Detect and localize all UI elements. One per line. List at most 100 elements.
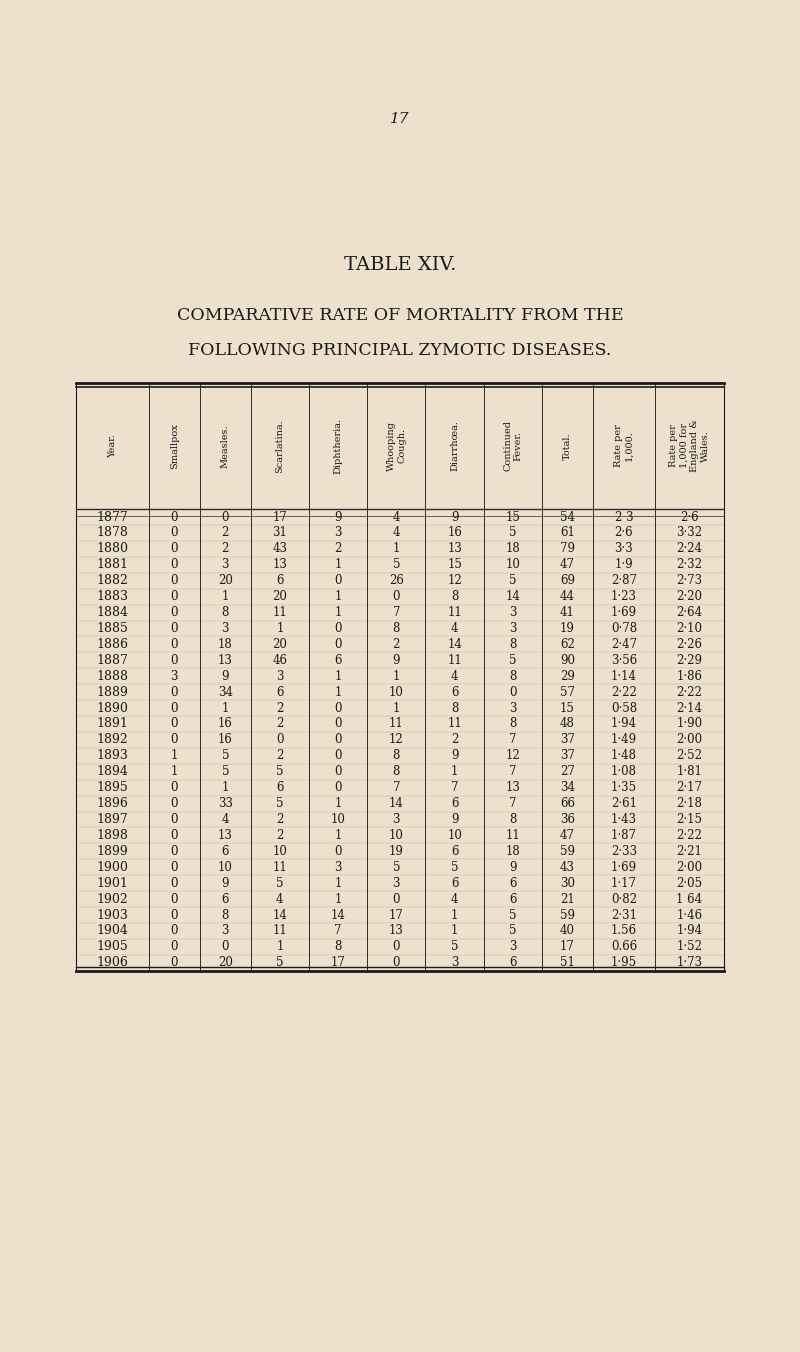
Text: 0: 0 xyxy=(334,718,342,730)
Text: 30: 30 xyxy=(560,876,575,890)
Text: 2 3: 2 3 xyxy=(614,511,634,523)
Text: 7: 7 xyxy=(509,798,517,810)
Text: 2·24: 2·24 xyxy=(677,542,702,556)
Text: 1·35: 1·35 xyxy=(611,781,637,794)
Text: 3: 3 xyxy=(393,876,400,890)
Text: 8: 8 xyxy=(509,718,517,730)
Text: 11: 11 xyxy=(447,718,462,730)
Text: Diphtheria.: Diphtheria. xyxy=(334,418,342,475)
Text: 13: 13 xyxy=(218,829,233,842)
Text: 2·14: 2·14 xyxy=(677,702,702,715)
Text: 3: 3 xyxy=(222,558,229,572)
Text: 2·33: 2·33 xyxy=(611,845,637,857)
Text: 0: 0 xyxy=(170,638,178,650)
Text: 14: 14 xyxy=(330,909,346,922)
Text: 7: 7 xyxy=(509,733,517,746)
Text: 3: 3 xyxy=(334,861,342,873)
Text: 2: 2 xyxy=(276,813,283,826)
Text: 0: 0 xyxy=(170,925,178,937)
Text: 3: 3 xyxy=(393,813,400,826)
Text: 9: 9 xyxy=(451,749,458,763)
Text: 0: 0 xyxy=(170,813,178,826)
Text: 0: 0 xyxy=(170,589,178,603)
Text: 5: 5 xyxy=(276,765,284,779)
Text: 1·94: 1·94 xyxy=(611,718,637,730)
Text: 3: 3 xyxy=(222,925,229,937)
Text: 46: 46 xyxy=(272,654,287,667)
Text: 2·00: 2·00 xyxy=(676,861,702,873)
Text: TABLE XIV.: TABLE XIV. xyxy=(344,256,456,274)
Text: 1906: 1906 xyxy=(97,956,128,969)
Text: 0: 0 xyxy=(222,511,229,523)
Text: 20: 20 xyxy=(218,575,233,587)
Text: 1901: 1901 xyxy=(97,876,128,890)
Text: 69: 69 xyxy=(560,575,575,587)
Text: 1·86: 1·86 xyxy=(677,669,702,683)
Text: 16: 16 xyxy=(218,733,233,746)
Text: 0: 0 xyxy=(170,718,178,730)
Text: 2·52: 2·52 xyxy=(677,749,702,763)
Text: 0: 0 xyxy=(170,941,178,953)
Text: 2·87: 2·87 xyxy=(611,575,637,587)
Text: 0.66: 0.66 xyxy=(610,941,637,953)
Text: Diarrhœa.: Diarrhœa. xyxy=(450,420,459,472)
Text: 6: 6 xyxy=(334,654,342,667)
Text: 2·22: 2·22 xyxy=(611,685,637,699)
Text: 1: 1 xyxy=(334,876,342,890)
Text: 0: 0 xyxy=(170,685,178,699)
Text: 1: 1 xyxy=(393,702,400,715)
Text: 2·20: 2·20 xyxy=(677,589,702,603)
Text: 44: 44 xyxy=(560,589,575,603)
Text: 37: 37 xyxy=(560,749,575,763)
Text: 1: 1 xyxy=(451,909,458,922)
Text: 0: 0 xyxy=(334,781,342,794)
Text: 1·49: 1·49 xyxy=(611,733,637,746)
Text: 5: 5 xyxy=(276,876,284,890)
Text: 6: 6 xyxy=(222,892,229,906)
Text: 0: 0 xyxy=(170,511,178,523)
Text: 9: 9 xyxy=(451,813,458,826)
Text: 5: 5 xyxy=(393,558,400,572)
Text: 6: 6 xyxy=(451,685,458,699)
Text: 51: 51 xyxy=(560,956,575,969)
Text: 5: 5 xyxy=(276,798,284,810)
Text: 8: 8 xyxy=(222,909,229,922)
Text: 9: 9 xyxy=(393,654,400,667)
Text: 1900: 1900 xyxy=(97,861,128,873)
Text: 0: 0 xyxy=(393,589,400,603)
Text: 3: 3 xyxy=(451,956,458,969)
Text: 9: 9 xyxy=(509,861,517,873)
Text: 2·47: 2·47 xyxy=(611,638,637,650)
Text: Year.: Year. xyxy=(108,434,117,458)
Text: 11: 11 xyxy=(447,654,462,667)
Text: 26: 26 xyxy=(389,575,404,587)
Text: 0·78: 0·78 xyxy=(611,622,637,635)
Text: 1896: 1896 xyxy=(97,798,128,810)
Text: 1: 1 xyxy=(276,622,283,635)
Text: 17: 17 xyxy=(389,909,404,922)
Text: 66: 66 xyxy=(560,798,575,810)
Text: 2: 2 xyxy=(276,702,283,715)
Text: 3: 3 xyxy=(509,702,517,715)
Text: 47: 47 xyxy=(560,558,575,572)
Text: 41: 41 xyxy=(560,606,575,619)
Text: 5: 5 xyxy=(509,526,517,539)
Text: 1·81: 1·81 xyxy=(677,765,702,779)
Text: 0: 0 xyxy=(170,909,178,922)
Text: 5: 5 xyxy=(451,941,458,953)
Text: 1884: 1884 xyxy=(97,606,129,619)
Text: 13: 13 xyxy=(218,654,233,667)
Text: 2: 2 xyxy=(393,638,400,650)
Text: 1·48: 1·48 xyxy=(611,749,637,763)
Text: 4: 4 xyxy=(393,526,400,539)
Text: 6: 6 xyxy=(222,845,229,857)
Text: 10: 10 xyxy=(447,829,462,842)
Text: 59: 59 xyxy=(560,909,575,922)
Text: Smallpox: Smallpox xyxy=(170,423,178,469)
Text: 5: 5 xyxy=(222,749,229,763)
Text: 1903: 1903 xyxy=(97,909,128,922)
Text: 1: 1 xyxy=(334,892,342,906)
Text: 6: 6 xyxy=(509,956,517,969)
Text: 1·43: 1·43 xyxy=(611,813,637,826)
Text: 1.56: 1.56 xyxy=(611,925,637,937)
